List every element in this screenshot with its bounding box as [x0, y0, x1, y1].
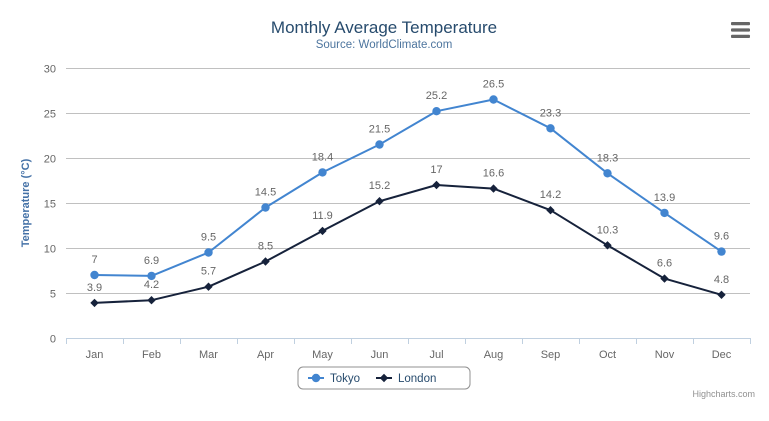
marker-point[interactable] — [204, 248, 213, 257]
data-label: 14.2 — [540, 189, 561, 201]
marker-point[interactable] — [147, 271, 156, 281]
x-axis-tick-label: Sep — [541, 349, 561, 361]
data-label: 23.3 — [540, 107, 561, 119]
menu-bar-bottom — [731, 34, 750, 38]
marker-point[interactable] — [546, 124, 555, 133]
y-axis-tick-label: 30 — [44, 64, 56, 76]
marker-point[interactable] — [546, 206, 555, 215]
data-label: 25.2 — [426, 90, 447, 102]
data-label: 7 — [91, 254, 97, 266]
data-label: 14.5 — [255, 187, 276, 199]
data-label: 13.9 — [654, 192, 675, 204]
data-label: 4.8 — [714, 274, 729, 286]
marker-point[interactable] — [90, 298, 99, 308]
series-line-london — [93, 184, 723, 304]
marker-point[interactable] — [660, 274, 669, 283]
data-label: 17 — [430, 164, 442, 176]
data-labels: 7 6.9 9.5 14.5 18.4 21.5 25.2 26.5 23.3 18.3 13.9 9… — [87, 79, 729, 294]
x-axis-tick-label: Mar — [199, 349, 218, 361]
x-axis-tick-label: Jan — [86, 349, 104, 361]
menu-bar-top — [731, 22, 750, 26]
marker-point[interactable] — [660, 208, 669, 218]
data-label: 3.9 — [87, 282, 102, 294]
data-label: 11.9 — [312, 210, 333, 222]
series-line-tokyo — [93, 98, 723, 277]
data-label: 10.3 — [597, 224, 618, 236]
data-label: 5.7 — [201, 266, 216, 278]
data-label: 6.9 — [144, 255, 159, 267]
series-tokyo — [90, 95, 726, 281]
y-axis-tick-labels: 0 5 10 15 20 25 30 — [44, 64, 56, 346]
marker-point[interactable] — [432, 107, 441, 116]
chart-subtitle: Source: WorldClimate.com — [316, 39, 453, 51]
legend-symbol-marker — [311, 373, 321, 383]
x-axis-tick-label: Oct — [599, 349, 616, 361]
credits-label[interactable]: Highcharts.com — [692, 389, 755, 399]
marker-point[interactable] — [318, 168, 327, 177]
legend-symbol-marker — [379, 373, 389, 383]
data-label: 4.2 — [144, 279, 159, 291]
data-label: 9.5 — [201, 232, 216, 244]
data-label: 9.6 — [714, 231, 729, 243]
x-axis-tick-label: Apr — [257, 349, 274, 361]
y-axis-tick-label: 0 — [50, 334, 56, 346]
y-axis-tick-label: 15 — [44, 199, 56, 211]
marker-point[interactable] — [432, 180, 441, 190]
marker-point[interactable] — [717, 290, 726, 299]
marker-point[interactable] — [717, 247, 726, 256]
x-axis-tick-label: Dec — [712, 349, 732, 361]
legend-label: Tokyo — [330, 373, 360, 385]
marker-point[interactable] — [261, 257, 270, 266]
y-axis-tick-label: 25 — [44, 109, 56, 121]
marker-point[interactable] — [204, 282, 213, 291]
legend-item-tokyo[interactable]: Tokyo — [308, 373, 360, 385]
data-label: 26.5 — [483, 79, 504, 91]
marker-point[interactable] — [489, 184, 498, 193]
legend-label: London — [398, 373, 436, 385]
chart-title: Monthly Average Temperature — [271, 18, 497, 37]
x-axis-tick-label: Jun — [371, 349, 389, 361]
series-plot-area — [90, 95, 726, 308]
y-axis-tick-label: 10 — [44, 244, 56, 256]
x-axis-tick-label: Nov — [655, 349, 675, 361]
marker-point[interactable] — [489, 95, 498, 104]
x-axis-tick-labels: Jan Feb Mar Apr May Jun Jul Aug Sep Oct Nov Dec — [86, 349, 732, 361]
x-axis-tick-label: Feb — [142, 349, 161, 361]
x-axis-tick-label: Aug — [484, 349, 504, 361]
marker-point[interactable] — [375, 197, 384, 206]
marker-point[interactable] — [603, 169, 612, 178]
data-label: 18.4 — [312, 151, 333, 163]
data-label: 8.5 — [258, 241, 273, 253]
marker-point[interactable] — [375, 140, 384, 149]
marker-point[interactable] — [318, 226, 327, 236]
marker-point[interactable] — [147, 296, 156, 305]
y-axis-tick-label: 5 — [50, 289, 56, 301]
x-axis-ticks — [66, 338, 751, 344]
hamburger-menu-icon[interactable] — [725, 16, 757, 44]
data-label: 21.5 — [369, 124, 390, 136]
marker-point[interactable] — [261, 203, 270, 212]
gridlines — [66, 68, 750, 294]
legend-item-london[interactable]: London — [376, 373, 436, 385]
y-axis-tick-label: 20 — [44, 154, 56, 166]
menu-button-hitarea[interactable] — [725, 16, 757, 44]
data-label: 15.2 — [369, 180, 390, 192]
data-label: 6.6 — [657, 258, 672, 270]
x-axis-tick-label: May — [312, 349, 333, 361]
x-axis-tick-label: Jul — [429, 349, 443, 361]
data-label: 16.6 — [483, 168, 504, 180]
marker-point[interactable] — [603, 241, 612, 250]
menu-bar-middle — [731, 28, 750, 32]
data-label: 18.3 — [597, 152, 618, 164]
series-london — [90, 180, 726, 308]
chart-legend: Tokyo London — [297, 366, 471, 390]
y-axis-title: Temperature (°C) — [20, 158, 32, 247]
marker-point[interactable] — [90, 270, 99, 280]
